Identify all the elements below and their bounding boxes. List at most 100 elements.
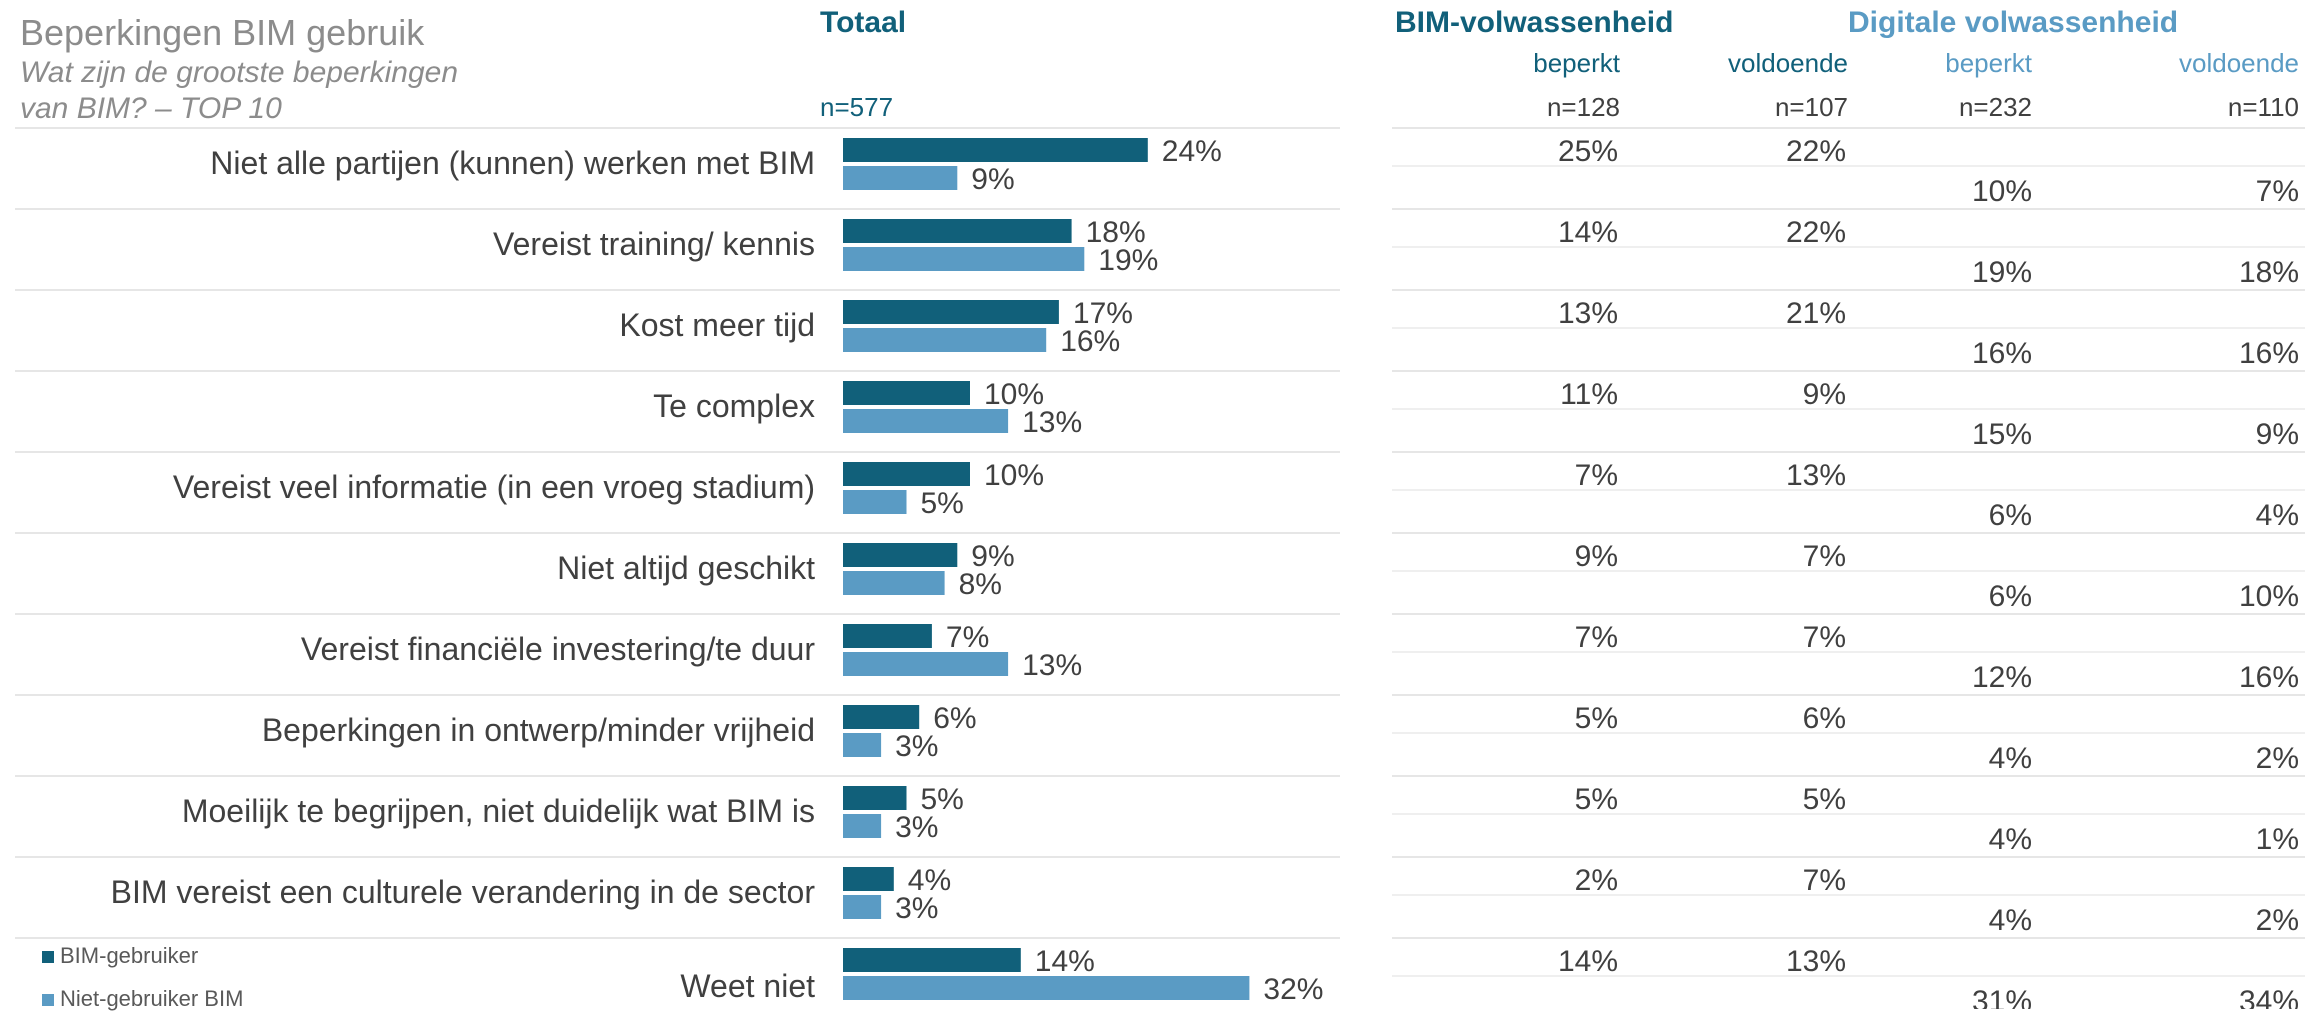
bar-value-label: 9%	[971, 540, 1014, 573]
col-dig-beperkt-label: beperkt	[1945, 48, 2032, 78]
table-cell-bim-voldoende: 7%	[1803, 621, 1846, 654]
table-cell-dig-voldoende: 9%	[2256, 418, 2299, 451]
table-cell-dig-voldoende: 2%	[2256, 742, 2299, 775]
category-label: Vereist veel informatie (in een vroeg st…	[172, 469, 815, 505]
bar-bim-gebruiker	[843, 462, 970, 486]
legend-swatch-niet-gebruiker	[42, 994, 54, 1007]
table-cell-dig-beperkt: 16%	[1972, 337, 2032, 370]
col-dig-voldoende-label: voldoende	[2179, 48, 2299, 78]
category-label: Kost meer tijd	[619, 307, 815, 343]
table-cell-bim-voldoende: 9%	[1803, 378, 1846, 411]
totaal-n-label: n=577	[820, 92, 894, 122]
bar-bim-gebruiker	[843, 300, 1059, 324]
bar-value-label: 16%	[1060, 325, 1120, 358]
totaal-header: Totaal	[820, 6, 907, 39]
table-cell-dig-voldoende: 10%	[2239, 580, 2299, 613]
table-cell-dig-beperkt: 4%	[1989, 742, 2032, 775]
bar-bim-gebruiker	[843, 543, 958, 567]
table-cell-dig-voldoende: 18%	[2239, 256, 2299, 289]
table-cell-dig-beperkt: 6%	[1989, 580, 2032, 613]
table-cell-dig-beperkt: 19%	[1972, 256, 2032, 289]
legend-swatch-bim-gebruiker	[42, 951, 54, 964]
bar-bim-gebruiker	[843, 948, 1021, 972]
table-cell-bim-beperkt: 13%	[1558, 297, 1618, 330]
table-cell-dig-beperkt: 4%	[1989, 904, 2032, 937]
bar-niet-gebruiker	[843, 247, 1085, 271]
table-cell-bim-voldoende: 5%	[1803, 783, 1846, 816]
col-bim-voldoende-label: voldoende	[1728, 48, 1848, 78]
bar-bim-gebruiker	[843, 867, 894, 891]
table-cell-bim-beperkt: 14%	[1558, 216, 1618, 249]
category-label: Niet alle partijen (kunnen) werken met B…	[210, 145, 815, 181]
table-cell-bim-voldoende: 7%	[1803, 864, 1846, 897]
category-label: Weet niet	[680, 968, 815, 1004]
category-label: Moeilijk te begrijpen, niet duidelijk wa…	[181, 793, 815, 829]
bar-value-label: 10%	[984, 459, 1044, 492]
bar-value-label: 18%	[1086, 216, 1146, 249]
bar-value-label: 14%	[1035, 945, 1095, 978]
bar-niet-gebruiker	[843, 814, 882, 838]
table-cell-bim-beperkt: 14%	[1558, 945, 1618, 978]
bar-value-label: 5%	[921, 487, 964, 520]
table-cell-bim-beperkt: 5%	[1575, 783, 1618, 816]
table-cell-bim-beperkt: 9%	[1575, 540, 1618, 573]
bar-niet-gebruiker	[843, 733, 882, 757]
bar-value-label: 4%	[908, 864, 951, 897]
bar-value-label: 3%	[895, 811, 938, 844]
col-bim-beperkt-n: n=128	[1546, 92, 1620, 122]
bar-value-label: 13%	[1022, 649, 1082, 682]
bar-value-label: 32%	[1263, 973, 1323, 1006]
table-cell-bim-beperkt: 11%	[1560, 378, 1618, 411]
table-cell-dig-beperkt: 4%	[1989, 823, 2032, 856]
bar-bim-gebruiker	[843, 705, 920, 729]
legend-item-niet-gebruiker: Niet-gebruiker BIM	[42, 986, 243, 1012]
table-cell-bim-voldoende: 13%	[1786, 459, 1846, 492]
bar-value-label: 24%	[1162, 135, 1222, 168]
table-cell-bim-voldoende: 7%	[1803, 540, 1846, 573]
category-label: Niet altijd geschikt	[557, 550, 815, 586]
bar-niet-gebruiker	[843, 571, 945, 595]
bar-value-label: 9%	[971, 163, 1014, 196]
bar-value-label: 3%	[895, 730, 938, 763]
bar-bim-gebruiker	[843, 624, 932, 648]
bar-niet-gebruiker	[843, 895, 882, 919]
table-cell-dig-voldoende: 4%	[2256, 499, 2299, 532]
bar-bim-gebruiker	[843, 786, 907, 810]
bar-bim-gebruiker	[843, 138, 1148, 162]
table-cell-dig-voldoende: 2%	[2256, 904, 2299, 937]
col-bim-voldoende-n: n=107	[1774, 92, 1848, 122]
bar-value-label: 13%	[1022, 406, 1082, 439]
bar-niet-gebruiker	[843, 328, 1047, 352]
legend-label-bim-gebruiker: BIM-gebruiker	[60, 943, 199, 968]
category-label: Vereist training/ kennis	[493, 226, 815, 262]
bar-niet-gebruiker	[843, 166, 958, 190]
table-cell-bim-beperkt: 7%	[1575, 459, 1618, 492]
table-cell-bim-beperkt: 25%	[1558, 135, 1618, 168]
legend-item-bim-gebruiker: BIM-gebruiker	[42, 943, 198, 969]
table-cell-dig-voldoende: 16%	[2239, 337, 2299, 370]
bar-value-label: 10%	[984, 378, 1044, 411]
category-label: Te complex	[653, 388, 815, 424]
bar-bim-gebruiker	[843, 219, 1072, 243]
table-cell-bim-beperkt: 7%	[1575, 621, 1618, 654]
table-cell-dig-voldoende: 1%	[2256, 823, 2299, 856]
table-cell-dig-beperkt: 31%	[1972, 985, 2032, 1009]
bar-niet-gebruiker	[843, 652, 1009, 676]
category-label: BIM vereist een culturele verandering in…	[110, 874, 815, 910]
col-dig-voldoende-n: n=110	[2227, 92, 2299, 122]
bar-value-label: 6%	[933, 702, 976, 735]
bar-value-label: 17%	[1073, 297, 1133, 330]
table-cell-bim-beperkt: 2%	[1575, 864, 1618, 897]
table-cell-dig-beperkt: 6%	[1989, 499, 2032, 532]
legend-label-niet-gebruiker: Niet-gebruiker BIM	[60, 986, 244, 1011]
bim-volwassenheid-header: BIM-volwassenheid	[1395, 6, 1674, 39]
chart-subtitle-line2: van BIM? – TOP 10	[20, 92, 282, 125]
table-cell-dig-voldoende: 7%	[2256, 175, 2299, 208]
bar-value-label: 3%	[895, 892, 938, 925]
bar-niet-gebruiker	[843, 976, 1250, 1000]
table-cell-bim-voldoende: 13%	[1786, 945, 1846, 978]
bar-niet-gebruiker	[843, 409, 1009, 433]
table-cell-bim-voldoende: 22%	[1786, 216, 1846, 249]
col-bim-beperkt-label: beperkt	[1533, 48, 1620, 78]
